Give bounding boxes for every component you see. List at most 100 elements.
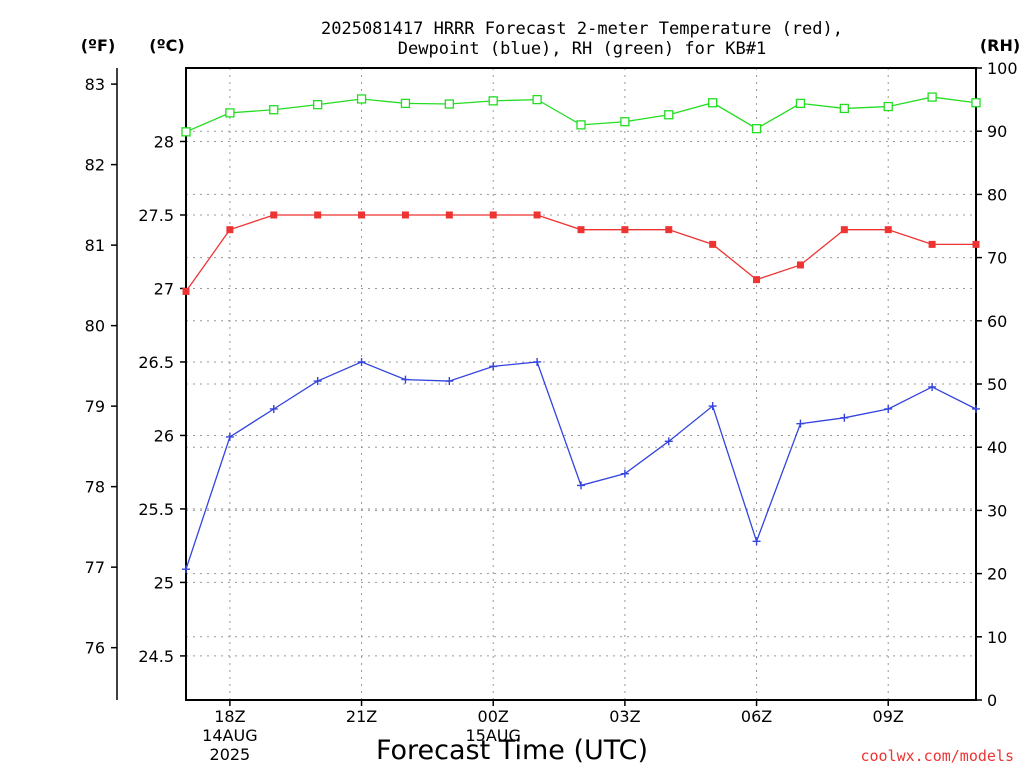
series-layer: [181, 92, 981, 574]
rh-point: [356, 94, 367, 104]
temperature-point: [314, 211, 322, 219]
rh-tick-label: 20: [987, 565, 1007, 584]
temperature-point: [577, 226, 585, 234]
temperature-point: [709, 240, 717, 248]
temperature-point: [884, 226, 892, 234]
rh-point: [225, 108, 235, 118]
celsius-tick-label: 28: [154, 132, 174, 151]
fahrenheit-axis: 76 77 78 79 80 81 82 83: [85, 75, 117, 658]
temperature-point: [445, 211, 453, 219]
celsius-tick-label: 25: [154, 573, 174, 592]
chart-title-line-1: 2025081417 HRRR Forecast 2-meter Tempera…: [321, 19, 843, 39]
x-tick-label: 00Z: [478, 707, 509, 726]
rh-axis: 0 10 20 30 40 50 60 70 80 90 100: [976, 59, 1018, 710]
dewpoint-point: [225, 432, 234, 441]
rh-point: [839, 103, 849, 114]
celsius-tick-label: 27.5: [138, 206, 174, 225]
rh-point: [313, 100, 323, 110]
celsius-tick-label: 25.5: [138, 500, 174, 519]
credit-link[interactable]: coolwx.com/models: [860, 747, 1014, 765]
dewpoint-point: [928, 382, 937, 391]
rh-point: [795, 98, 806, 109]
celsius-unit-label: (ºC): [149, 36, 184, 55]
rh-unit-label: (RH): [980, 36, 1020, 55]
dewpoint-point: [401, 375, 410, 384]
rh-tick-label: 10: [987, 628, 1007, 647]
rh-point: [444, 99, 454, 109]
temperature-point: [928, 240, 936, 248]
dewpoint-point: [313, 377, 322, 386]
rh-point: [927, 92, 937, 102]
dewpoint-point: [269, 404, 278, 413]
celsius-tick-label: 24.5: [138, 647, 174, 666]
plot-frame: [185, 67, 977, 701]
temperature-point: [182, 287, 190, 295]
temperature-point: [270, 211, 278, 219]
rh-tick-label: 90: [987, 122, 1007, 141]
fahrenheit-tick-label: 78: [85, 478, 105, 497]
x-tick-label: 15AUG: [466, 726, 521, 745]
rh-tick-label: 60: [987, 312, 1007, 331]
x-axis-title: Forecast Time (UTC): [376, 735, 648, 766]
rh-tick-label: 50: [987, 375, 1007, 394]
dewpoint-line: [185, 361, 977, 570]
rh-point: [488, 96, 498, 106]
fahrenheit-tick-label: 77: [85, 558, 105, 577]
celsius-axis: 24.5 25 25.5 26 26.5 27 27.5 28: [138, 132, 186, 666]
x-tick-label: 06Z: [741, 707, 772, 726]
fahrenheit-tick-label: 76: [85, 639, 105, 658]
temperature-point: [665, 226, 673, 234]
rh-point: [971, 98, 981, 108]
celsius-tick-label: 26: [154, 426, 174, 445]
rh-point: [181, 127, 191, 137]
rh-tick-label: 100: [987, 59, 1018, 78]
x-tick-label: 18Z: [214, 707, 245, 726]
rh-tick-label: 30: [987, 501, 1007, 520]
rh-point: [751, 124, 762, 134]
rh-tick-label: 40: [987, 438, 1007, 457]
temperature-point: [533, 211, 541, 219]
temperature-point: [226, 226, 234, 234]
fahrenheit-tick-label: 79: [85, 397, 105, 416]
dewpoint-point: [357, 357, 366, 366]
rh-point: [532, 94, 542, 105]
temperature-point: [401, 211, 409, 219]
rh-tick-label: 80: [987, 185, 1007, 204]
temperature-point: [972, 240, 980, 248]
rh-point: [620, 117, 630, 127]
x-tick-label: 21Z: [346, 707, 377, 726]
chart-title-line-2: Dewpoint (blue), RH (green) for KB#1: [398, 39, 766, 59]
dewpoint-point: [884, 404, 893, 413]
grid-lines: [186, 68, 976, 700]
fahrenheit-tick-label: 83: [85, 75, 105, 94]
x-tick-label: 14AUG: [202, 726, 257, 745]
temperature-point: [840, 226, 848, 234]
x-tick-label: 2025: [210, 745, 251, 764]
temperature-point: [796, 261, 804, 269]
temperature-point: [621, 226, 629, 234]
celsius-tick-label: 26.5: [138, 353, 174, 372]
dewpoint-point: [182, 565, 190, 574]
rh-point: [400, 98, 411, 109]
dewpoint-point: [840, 413, 849, 422]
dewpoint-point: [577, 481, 585, 490]
fahrenheit-tick-label: 81: [85, 236, 105, 255]
fahrenheit-tick-label: 80: [85, 317, 105, 336]
fahrenheit-tick-label: 82: [85, 156, 105, 175]
temperature-point: [489, 211, 497, 219]
dewpoint-point: [620, 469, 629, 478]
dewpoint-point: [708, 402, 717, 411]
rh-point: [708, 98, 718, 108]
x-tick-label: 09Z: [873, 707, 904, 726]
dewpoint-point: [445, 377, 454, 386]
dewpoint-point: [752, 537, 761, 546]
rh-point: [576, 120, 586, 130]
fahrenheit-unit-label: (ºF): [81, 36, 116, 55]
rh-tick-label: 0: [987, 691, 997, 710]
dewpoint-point: [489, 362, 498, 371]
x-tick-label: 03Z: [609, 707, 640, 726]
dewpoint-point: [972, 404, 980, 413]
rh-point: [269, 105, 279, 115]
